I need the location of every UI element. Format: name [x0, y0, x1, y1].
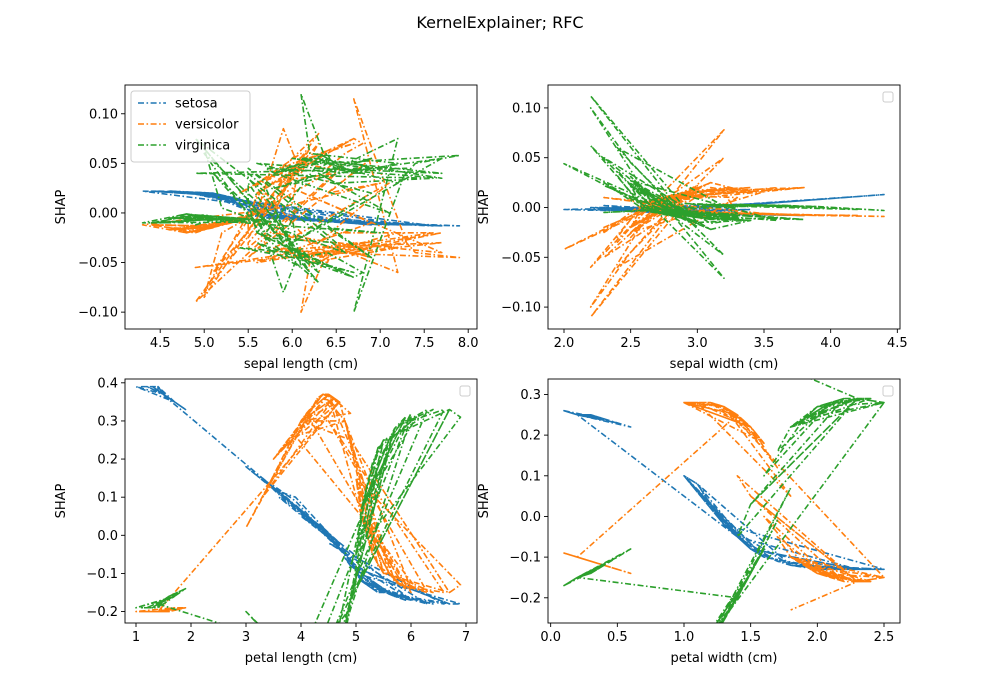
x-tick-label: 6.5	[326, 336, 347, 351]
x-tick-label: 3	[242, 630, 250, 645]
x-axis-label: petal length (cm)	[245, 651, 358, 666]
y-tick-label: −0.10	[78, 306, 118, 321]
subplot-1: 4.5 5.0 5.5 6.0 6.5 7.0 7.5 8.0 −0.10 −0.05 0.00 0.…	[54, 84, 479, 372]
figure-title: KernelExplainer; RFC	[416, 13, 583, 32]
y-tick-label: −0.05	[78, 256, 118, 271]
y-tick-label: 0.3	[97, 414, 118, 429]
legend-box-empty	[459, 385, 471, 397]
y-tick-label: 0.0	[97, 529, 118, 544]
y-tick-label: −0.1	[509, 551, 541, 566]
y-axis-label: SHAP	[54, 189, 69, 224]
axes-frame	[124, 84, 478, 330]
x-tick-label: 2.5	[620, 336, 641, 351]
legend-box-empty	[882, 385, 894, 397]
legend-label-versicolor: versicolor	[175, 118, 239, 133]
series-line-virginica	[135, 408, 462, 623]
x-tick-label: 8.0	[458, 336, 479, 351]
x-tick-label: 7	[462, 630, 470, 645]
subplot-2: 2.0 2.5 3.0 3.5 4.0 4.5 −0.10 −0.05 0.00 0.05 0.10…	[477, 84, 908, 372]
axes-frame	[547, 378, 901, 624]
x-tick-label: 0.0	[540, 630, 561, 645]
y-tick-label: 0.2	[520, 429, 541, 444]
y-tick-label: −0.05	[501, 251, 541, 266]
x-tick-label: 5	[352, 630, 360, 645]
x-tick-label: 6	[407, 630, 415, 645]
x-tick-label: 5.5	[238, 336, 259, 351]
y-tick-label: 0.1	[520, 469, 541, 484]
y-tick-label: 0.10	[89, 107, 118, 122]
x-tick-label: 6.0	[282, 336, 303, 351]
y-tick-label: 0.4	[97, 376, 118, 391]
x-tick-label: 2.0	[807, 630, 828, 645]
series-line-virginica	[563, 379, 885, 623]
series-line-virginica	[563, 95, 885, 280]
y-tick-label: 0.05	[89, 157, 118, 172]
x-axis-label: sepal length (cm)	[244, 357, 358, 372]
y-axis-label: SHAP	[477, 483, 492, 518]
x-tick-label: 2.5	[874, 630, 895, 645]
x-tick-label: 4.5	[887, 336, 908, 351]
series-line-setosa	[135, 385, 462, 605]
y-tick-label: −0.1	[86, 567, 118, 582]
y-tick-label: 0.00	[89, 206, 118, 221]
x-tick-label: 2.0	[554, 336, 575, 351]
x-tick-label: 2	[187, 630, 195, 645]
subplot-3: 1 2 3 4 5 6 7 −0.2 −0.1 0.0 0.1 0.2 0.3 0.4 petal leng…	[54, 376, 478, 666]
y-tick-label: 0.10	[512, 101, 541, 116]
x-axis-label: sepal width (cm)	[670, 357, 779, 372]
plot-area	[563, 95, 885, 318]
y-tick-label: −0.10	[501, 301, 541, 316]
y-tick-label: 0.00	[512, 201, 541, 216]
x-tick-label: 3.5	[754, 336, 775, 351]
x-tick-label: 4.5	[150, 336, 171, 351]
y-tick-label: 0.05	[512, 151, 541, 166]
x-tick-label: 7.0	[370, 336, 391, 351]
series-line-setosa	[563, 409, 885, 571]
y-tick-label: 0.3	[520, 388, 541, 403]
y-tick-label: 0.2	[97, 453, 118, 468]
axes-frame	[547, 84, 901, 330]
plot-area	[135, 385, 462, 623]
x-tick-label: 4	[297, 630, 305, 645]
series-line-versicolor	[141, 98, 461, 313]
x-tick-label: 7.5	[414, 336, 435, 351]
series-line-versicolor	[563, 129, 885, 318]
plot-area	[563, 379, 885, 623]
x-tick-label: 0.5	[607, 630, 628, 645]
x-tick-label: 5.0	[194, 336, 215, 351]
legend-label-setosa: setosa	[175, 97, 218, 112]
x-tick-label: 1.5	[740, 630, 761, 645]
legend-box-empty	[882, 91, 894, 103]
legend-label-virginica: virginica	[175, 139, 230, 154]
subplot-4: 0.0 0.5 1.0 1.5 2.0 2.5 −0.2 −0.1 0.0 0.1 0.2 0.3 pe…	[477, 378, 901, 666]
y-axis-label: SHAP	[477, 189, 492, 224]
y-tick-label: −0.2	[86, 605, 118, 620]
y-tick-label: 0.0	[520, 510, 541, 525]
x-tick-label: 1	[132, 630, 140, 645]
legend-box	[130, 90, 251, 163]
x-tick-label: 3.0	[687, 336, 708, 351]
x-axis-label: petal width (cm)	[671, 651, 778, 666]
plot-area	[141, 93, 461, 313]
series-line-versicolor	[135, 393, 462, 613]
y-axis-label: SHAP	[54, 483, 69, 518]
x-tick-label: 1.0	[674, 630, 695, 645]
series-line-virginica	[141, 93, 461, 313]
x-tick-label: 4.0	[820, 336, 841, 351]
series-line-versicolor	[563, 401, 885, 611]
y-tick-label: −0.2	[509, 591, 541, 606]
y-tick-label: 0.1	[97, 491, 118, 506]
